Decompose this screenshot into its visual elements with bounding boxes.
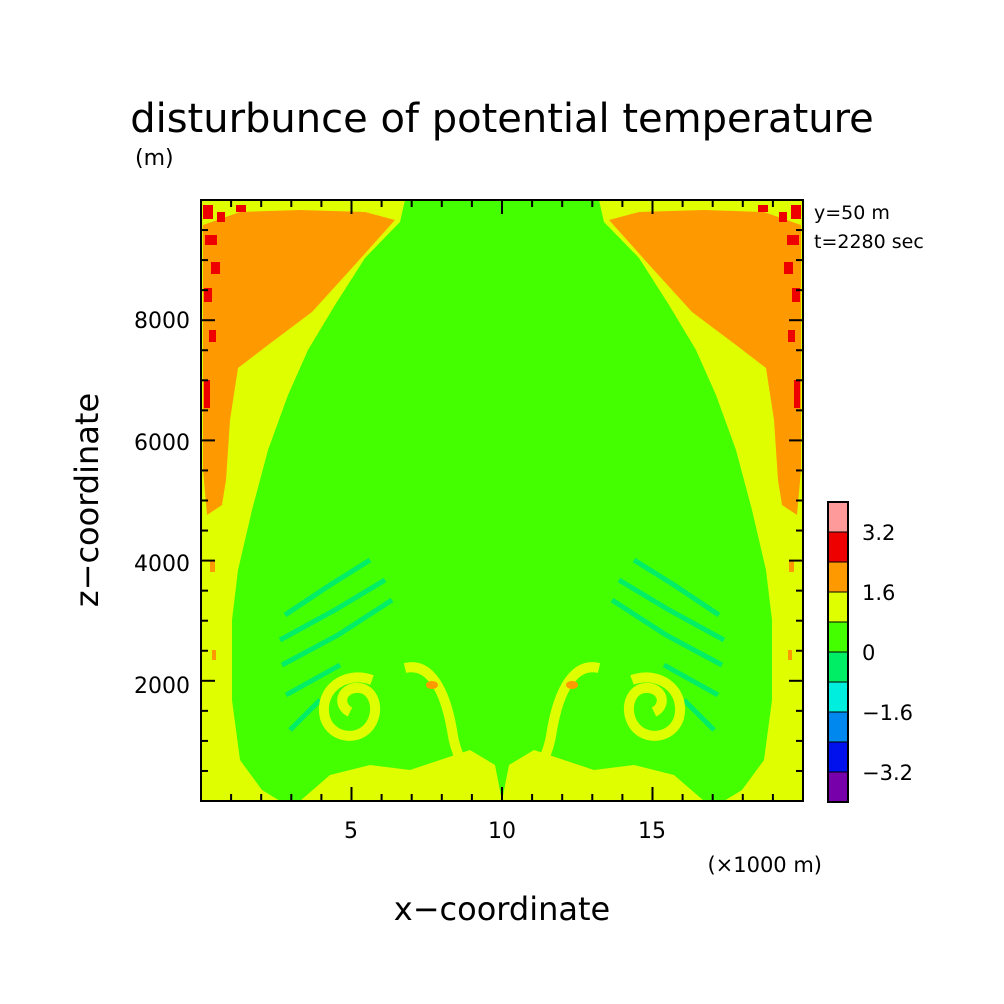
colorbar-swatch [827,651,849,683]
colorbar-label-1.6: 1.6 [862,581,895,605]
colorbar-swatch [827,741,849,773]
y-tick-label-2000: 2000 [134,674,190,699]
x-axis-label: x−coordinate [394,890,610,928]
hot-region-left [203,210,395,515]
y-tick-label-8000: 8000 [134,309,190,334]
info-y: y=50 m [814,202,890,224]
colorbar-swatch [827,711,849,743]
colorbar-swatch [827,501,849,533]
colorbar-frame [827,501,849,803]
info-t: t=2280 sec [814,231,924,253]
cool-streaks-right [610,557,726,732]
colorbar-label-neg1.6: −1.6 [862,701,913,725]
axis-ticks [201,200,803,801]
hot-region-right [609,210,801,515]
y-axis-label: z−coordinate [68,393,106,607]
colorbar-label-3.2: 3.2 [862,521,895,545]
colorbar-labels: 3.2 1.6 0 −1.6 −3.2 [862,521,913,785]
x-unit-note: (×1000 m) [707,853,822,877]
colorbar-swatch [827,561,849,593]
colorbar-swatch [827,591,849,623]
cool-streaks-left [278,557,394,732]
colorbar-swatch [827,681,849,713]
x-tick-label-15: 15 [638,819,666,844]
x-tick-label-5: 5 [344,819,358,844]
y-tick-label-6000: 6000 [134,431,190,456]
chart-title: disturbunce of potential temperature [130,96,874,142]
colorbar [827,501,849,803]
colorbar-label-neg3.2: −3.2 [862,761,913,785]
hot-dots [210,560,794,689]
bottom-fringe [300,750,704,801]
colorbar-swatch [827,621,849,653]
y-tick-label-4000: 4000 [134,552,190,577]
colorbar-swatch [827,531,849,563]
x-tick-labels: 5 10 15 [344,819,666,844]
very-hot-spots [203,205,801,408]
units-label: (m) [135,146,174,171]
colorbar-swatch [827,771,849,803]
colorbar-label-0: 0 [862,641,875,665]
y-tick-labels: 2000 4000 6000 8000 [134,309,190,699]
plot-area [201,200,803,801]
x-tick-label-10: 10 [488,819,516,844]
